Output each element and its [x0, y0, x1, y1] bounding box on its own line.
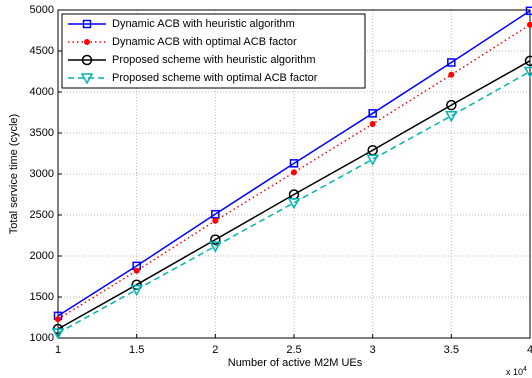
- x-tick-label: 3.5: [444, 344, 459, 356]
- marker: [366, 154, 379, 166]
- marker: [212, 217, 219, 224]
- marker: [523, 66, 532, 79]
- legend-marker: [84, 39, 90, 45]
- marker: [368, 109, 377, 118]
- x-scale-label: x 104: [506, 366, 527, 378]
- series-line: [57, 10, 531, 317]
- y-tick-label: 2500: [30, 209, 54, 221]
- plot-frame: [57, 9, 531, 339]
- y-tick-label: 1500: [30, 291, 54, 303]
- marker: [527, 21, 532, 28]
- marker: [130, 284, 143, 297]
- marker: [289, 159, 299, 168]
- x-tick-label: 4: [527, 344, 532, 356]
- marker: [446, 99, 457, 111]
- legend-marker: [80, 73, 94, 85]
- legend-label: Dynamic ACB with optimal ACB factor: [112, 36, 297, 48]
- x-axis-label: Number of active M2M UEs: [228, 357, 363, 369]
- x-tick-label: 1.5: [129, 344, 144, 356]
- series-line: [57, 60, 531, 330]
- marker: [445, 111, 458, 123]
- marker: [210, 234, 221, 245]
- marker: [209, 241, 222, 253]
- marker: [524, 55, 532, 67]
- y-tick-label: 4500: [30, 45, 54, 57]
- y-tick-label: 5000: [30, 4, 54, 16]
- legend-marker: [81, 54, 93, 66]
- legend-box: [61, 13, 366, 89]
- y-tick-label: 4000: [30, 86, 54, 98]
- y-axis-label: Total service time (cycle): [8, 114, 20, 234]
- legend-label: Proposed scheme with heuristic algorithm: [112, 54, 316, 66]
- x-tick-label: 2.5: [286, 344, 301, 356]
- marker: [448, 71, 455, 78]
- marker: [525, 6, 532, 16]
- x-tick-label: 2: [212, 344, 218, 356]
- y-tick-label: 2000: [30, 250, 54, 262]
- x-scale-base: x 10: [506, 367, 523, 377]
- y-tick-label: 3500: [30, 127, 54, 139]
- marker: [447, 58, 456, 67]
- legend-label: Dynamic ACB with heuristic algorithm: [112, 18, 295, 30]
- marker: [369, 120, 376, 127]
- x-tick-label: 3: [370, 344, 376, 356]
- marker: [211, 209, 220, 219]
- marker: [51, 328, 65, 340]
- y-tick-label: 1000: [30, 332, 54, 344]
- marker: [55, 316, 61, 323]
- y-tick-label: 3000: [30, 168, 54, 180]
- x-scale-exponent: 4: [523, 366, 527, 373]
- legend: Dynamic ACB with heuristic algorithm Dyna…: [61, 13, 366, 89]
- legend-label: Proposed scheme with optimal ACB factor: [112, 72, 318, 84]
- x-tick-label: 1: [55, 344, 61, 356]
- marker: [287, 197, 301, 210]
- marker: [291, 169, 297, 176]
- marker: [133, 267, 140, 274]
- legend-marker: [82, 19, 92, 29]
